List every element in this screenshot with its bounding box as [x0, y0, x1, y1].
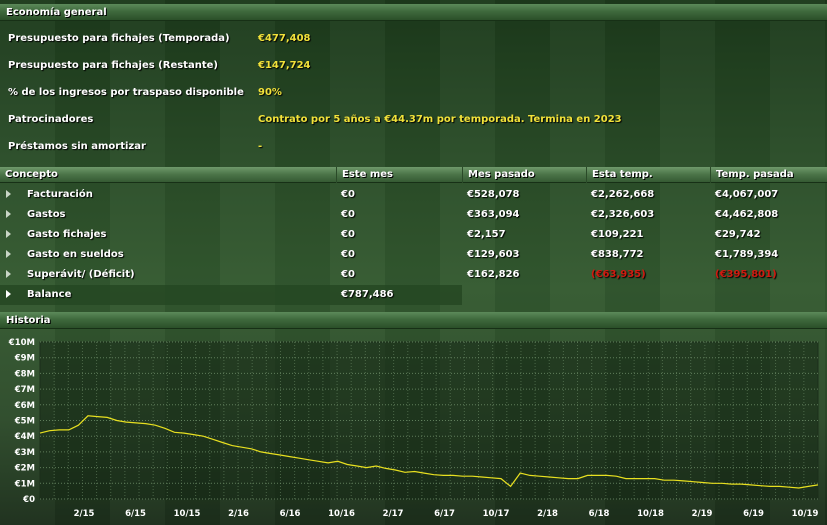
column-header-este-mes[interactable]: Este mes [336, 167, 462, 183]
table-row-gastos[interactable]: Gastos €0 €363,094 €2,326,603 €4,462,808 [0, 205, 827, 225]
esta-temp-cell: €2,262,668 [591, 189, 655, 200]
y-tick-label: €2M [14, 464, 35, 474]
concepto-cell: Facturación [27, 189, 93, 200]
column-header-temp-pasada[interactable]: Temp. pasada [710, 167, 827, 183]
balance-value: €787,486 [341, 289, 394, 300]
info-value: Contrato por 5 años a €44.37m por tempor… [258, 114, 622, 125]
esta-temp-cell: (€63,935) [591, 269, 646, 280]
este-mes-cell: €0 [341, 209, 355, 220]
info-row-prestamos: Préstamos sin amortizar - [0, 133, 827, 160]
este-mes-cell: €0 [341, 249, 355, 260]
info-row-patrocinadores: Patrocinadores Contrato por 5 años a €44… [0, 106, 827, 133]
y-tick-label: €9M [14, 354, 35, 364]
x-tick-label: 10/15 [174, 509, 201, 519]
x-tick-label: 2/15 [74, 509, 95, 519]
table-row-gasto-sueldos[interactable]: Gasto en sueldos €0 €129,603 €838,772 €1… [0, 245, 827, 265]
x-tick-label: 2/19 [692, 509, 713, 519]
expand-arrow-icon[interactable] [6, 290, 11, 298]
esta-temp-cell: €2,326,603 [591, 209, 655, 220]
info-label: Presupuesto para fichajes (Restante) [8, 60, 218, 71]
x-tick-label: 10/18 [637, 509, 664, 519]
section-header-historia: Historia [0, 312, 827, 329]
table-row-gasto-fichajes[interactable]: Gasto fichajes €0 €2,157 €109,221 €29,74… [0, 225, 827, 245]
este-mes-cell: €0 [341, 229, 355, 240]
x-tick-label: 6/15 [125, 509, 146, 519]
history-chart: €0 €1M €2M €3M €4M €5M €6M €7M €8M €9M €10M 2/15 6/1… [0, 330, 827, 525]
section-header-economia: Economía general [0, 4, 827, 21]
y-tick-label: €10M [8, 338, 35, 348]
x-tick-label: 6/16 [280, 509, 301, 519]
finance-table-header: Concepto Este mes Mes pasado Esta temp. … [0, 167, 827, 183]
balance-label: Balance [27, 289, 72, 300]
info-row-presupuesto-restante: Presupuesto para fichajes (Restante) €14… [0, 52, 827, 79]
column-header-mes-pasado[interactable]: Mes pasado [462, 167, 586, 183]
y-tick-label: €6M [14, 401, 35, 411]
expand-arrow-icon[interactable] [6, 250, 11, 258]
x-tick-label: 2/18 [537, 509, 558, 519]
mes-pasado-cell: €363,094 [467, 209, 520, 220]
column-header-esta-temp[interactable]: Esta temp. [586, 167, 710, 183]
x-tick-label: 2/16 [228, 509, 249, 519]
concepto-cell: Gastos [27, 209, 66, 220]
x-tick-label: 6/18 [589, 509, 610, 519]
mes-pasado-cell: €129,603 [467, 249, 520, 260]
info-value: - [258, 141, 263, 152]
concepto-cell: Superávit/ (Déficit) [27, 269, 135, 280]
expand-arrow-icon[interactable] [6, 270, 11, 278]
y-tick-label: €7M [14, 385, 35, 395]
temp-pasada-cell: €29,742 [715, 229, 761, 240]
table-row-superavit[interactable]: Superávit/ (Déficit) €0 €162,826 (€63,93… [0, 265, 827, 285]
esta-temp-cell: €109,221 [591, 229, 644, 240]
history-chart-svg: €0 €1M €2M €3M €4M €5M €6M €7M €8M €9M €10M 2/15 6/1… [8, 338, 819, 519]
section-title-economia: Economía general [6, 7, 107, 18]
expand-arrow-icon[interactable] [6, 230, 11, 238]
y-tick-label: €0 [22, 495, 35, 505]
expand-arrow-icon[interactable] [6, 190, 11, 198]
temp-pasada-cell: (€395,801) [715, 269, 777, 280]
y-tick-label: €4M [14, 432, 35, 442]
temp-pasada-cell: €1,789,394 [715, 249, 779, 260]
este-mes-cell: €0 [341, 269, 355, 280]
column-header-concepto[interactable]: Concepto [5, 169, 58, 180]
info-value: €147,724 [258, 60, 311, 71]
info-row-porcentaje-traspaso: % de los ingresos por traspaso disponibl… [0, 79, 827, 106]
table-row-facturacion[interactable]: Facturación €0 €528,078 €2,262,668 €4,06… [0, 185, 827, 205]
table-row-balance[interactable]: Balance €787,486 [0, 285, 462, 305]
x-tick-label: 10/19 [792, 509, 819, 519]
y-tick-label: €3M [14, 448, 35, 458]
mes-pasado-cell: €528,078 [467, 189, 520, 200]
x-tick-label: 2/17 [383, 509, 404, 519]
plot-area [39, 341, 819, 500]
x-tick-label: 6/19 [743, 509, 764, 519]
este-mes-cell: €0 [341, 189, 355, 200]
y-tick-label: €5M [14, 417, 35, 427]
mes-pasado-cell: €2,157 [467, 229, 506, 240]
info-value: €477,408 [258, 33, 311, 44]
x-tick-label: 6/17 [434, 509, 455, 519]
info-row-presupuesto-temporada: Presupuesto para fichajes (Temporada) €4… [0, 25, 827, 52]
temp-pasada-cell: €4,462,808 [715, 209, 779, 220]
x-tick-label: 10/17 [483, 509, 510, 519]
mes-pasado-cell: €162,826 [467, 269, 520, 280]
history-line-series [39, 415, 819, 489]
x-tick-label: 10/16 [328, 509, 355, 519]
expand-arrow-icon[interactable] [6, 210, 11, 218]
temp-pasada-cell: €4,067,007 [715, 189, 779, 200]
info-label: % de los ingresos por traspaso disponibl… [8, 87, 244, 98]
y-tick-label: €1M [14, 479, 35, 489]
info-value: 90% [258, 87, 282, 98]
section-title-historia: Historia [6, 315, 51, 326]
y-tick-label: €8M [14, 369, 35, 379]
info-label: Patrocinadores [8, 114, 94, 125]
esta-temp-cell: €838,772 [591, 249, 644, 260]
concepto-cell: Gasto en sueldos [27, 249, 124, 260]
info-label: Presupuesto para fichajes (Temporada) [8, 33, 230, 44]
info-label: Préstamos sin amortizar [8, 141, 146, 152]
concepto-cell: Gasto fichajes [27, 229, 107, 240]
